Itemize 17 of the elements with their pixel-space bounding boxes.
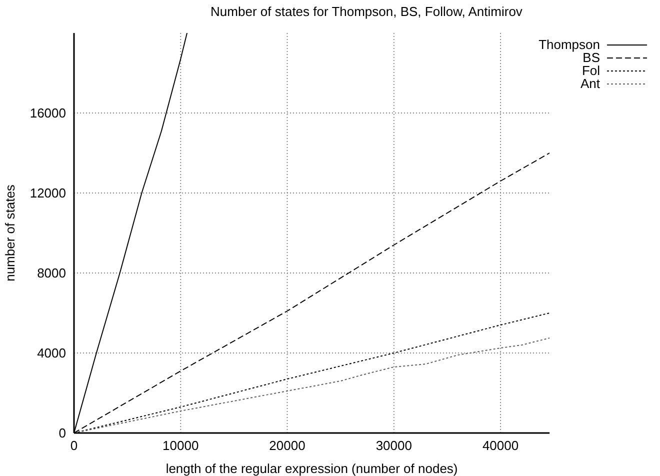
- chart-title: Number of states for Thompson, BS, Follow, Antimirov: [210, 4, 524, 19]
- y-tick-label: 8000: [37, 266, 66, 281]
- x-tick-label: 40000: [482, 438, 519, 454]
- x-tick-label: 10000: [162, 438, 199, 454]
- x-tick-label: 0: [70, 438, 78, 454]
- y-tick-label: 16000: [30, 106, 66, 121]
- y-tick-label: 12000: [30, 186, 66, 201]
- y-axis-title: number of states: [2, 184, 18, 282]
- x-tick-label: 30000: [376, 438, 412, 454]
- legend-label: BS: [582, 50, 600, 65]
- y-tick-label: 4000: [37, 346, 66, 361]
- legend-label: Ant: [580, 76, 600, 91]
- x-tick-label: 20000: [269, 438, 306, 454]
- y-tick-label: 0: [58, 426, 66, 441]
- legend-label: Fol: [582, 63, 600, 78]
- x-axis-title: length of the regular expression (number of nodes): [166, 461, 458, 476]
- legend-label: Thompson: [538, 37, 600, 52]
